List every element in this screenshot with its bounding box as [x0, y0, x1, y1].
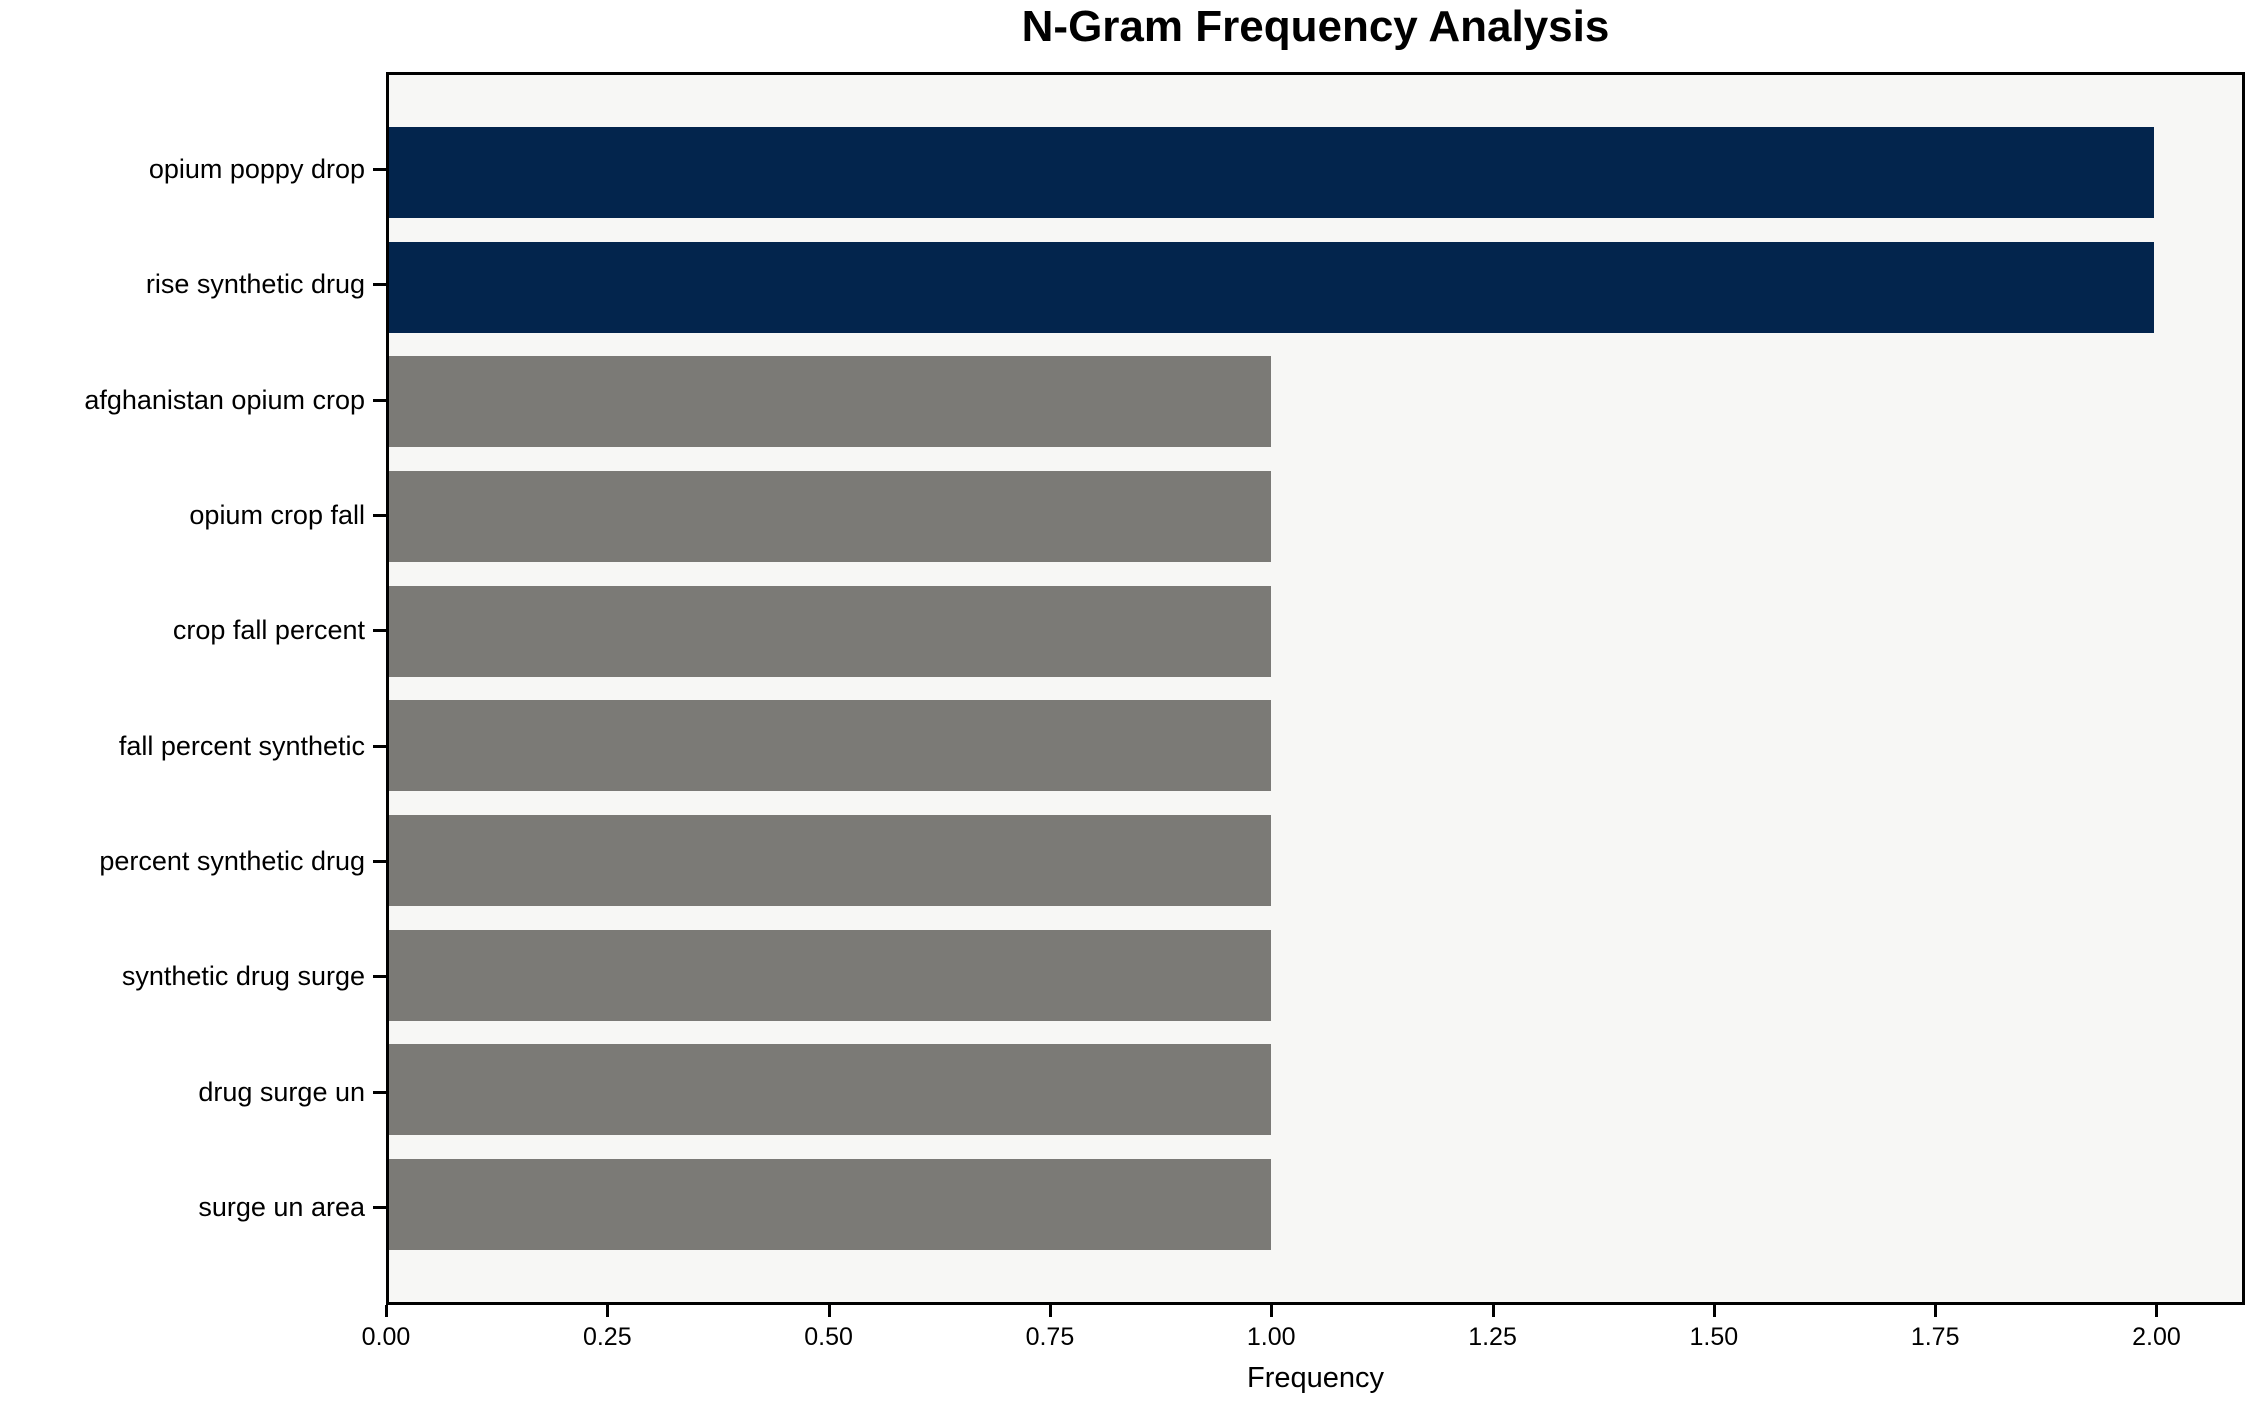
y-tick-mark: [373, 1090, 386, 1094]
x-tick-mark: [1048, 1305, 1052, 1317]
x-tick-mark: [1491, 1305, 1495, 1317]
bar-row: [389, 241, 2242, 333]
y-tick-mark: [373, 283, 386, 287]
bar: [389, 470, 1272, 562]
bar: [389, 1044, 1272, 1136]
y-label-row: opium crop fall: [0, 470, 386, 561]
y-tick-label: surge un area: [198, 1191, 365, 1222]
y-tick-mark: [373, 398, 386, 402]
y-tick-mark: [373, 168, 386, 171]
y-tick-mark: [373, 513, 386, 517]
bar: [389, 127, 2154, 218]
x-tick-label: 0.75: [1025, 1323, 1075, 1351]
y-label-row: synthetic drug surge: [0, 931, 386, 1022]
bar-row: [389, 356, 2242, 448]
y-label-row: percent synthetic drug: [0, 816, 386, 907]
x-tick-label: 2.00: [2132, 1323, 2181, 1351]
bar-row: [389, 814, 2242, 906]
y-tick-mark: [373, 629, 386, 633]
y-label-row: afghanistan opium crop: [0, 355, 386, 446]
bar: [389, 241, 2154, 333]
y-tick-label: afghanistan opium crop: [84, 384, 365, 415]
y-tick-label: opium crop fall: [189, 499, 365, 530]
bar-row: [389, 929, 2242, 1021]
x-tick-label: 1.25: [1468, 1323, 1517, 1351]
x-tick-mark: [1270, 1305, 1274, 1317]
bar: [389, 1158, 1272, 1250]
y-tick-mark: [373, 1205, 386, 1209]
bar-row: [389, 127, 2242, 218]
y-label-row: opium poppy drop: [0, 124, 386, 215]
y-label-row: fall percent synthetic: [0, 701, 386, 792]
x-tick-label: 1.00: [1246, 1323, 1296, 1351]
chart-title: N-Gram Frequency Analysis: [1021, 2, 1610, 51]
x-tick-label: 1.75: [1910, 1323, 1960, 1351]
bar: [389, 585, 1272, 677]
bar: [389, 929, 1272, 1021]
x-tick-mark: [385, 1305, 388, 1317]
y-tick-label: rise synthetic drug: [145, 269, 365, 300]
y-label-row: crop fall percent: [0, 585, 386, 676]
bar-row: [389, 1158, 2242, 1250]
bar: [389, 814, 1272, 906]
y-axis-labels: opium poppy drop rise synthetic drug afgha…: [0, 72, 386, 1305]
bar: [389, 356, 1272, 448]
bar-row: [389, 585, 2242, 677]
y-label-row: drug surge un: [0, 1047, 386, 1138]
y-tick-label: synthetic drug surge: [121, 961, 365, 992]
x-tick-label: 0.25: [582, 1323, 632, 1351]
y-tick-label: fall percent synthetic: [118, 730, 365, 761]
y-tick-mark: [373, 975, 386, 979]
x-tick-mark: [2155, 1305, 2159, 1317]
x-tick-label: 1.50: [1689, 1323, 1739, 1351]
x-tick-label: 0.50: [804, 1323, 853, 1351]
y-tick-label: drug surge un: [198, 1076, 365, 1107]
plot-area: [386, 72, 2245, 1305]
bar-row: [389, 1044, 2242, 1136]
x-tick-mark: [1712, 1305, 1716, 1317]
y-label-row: rise synthetic drug: [0, 239, 386, 330]
x-tick-mark: [606, 1305, 610, 1317]
y-label-row: surge un area: [0, 1162, 386, 1253]
y-tick-label: percent synthetic drug: [99, 845, 365, 876]
x-axis-title: Frequency: [1246, 1362, 1384, 1394]
x-tick-label: 0.00: [361, 1323, 411, 1351]
y-tick-label: crop fall percent: [172, 615, 365, 646]
x-tick-mark: [827, 1305, 831, 1317]
x-tick-mark: [1934, 1305, 1938, 1317]
y-tick-mark: [373, 744, 386, 748]
y-tick-label: opium poppy drop: [148, 154, 365, 184]
x-axis: 0.00 0.25 0.50 0.75 1.00 1.25 1.50 1.75 2.00: [362, 1305, 2245, 1375]
y-tick-mark: [373, 859, 386, 863]
bar-row: [389, 470, 2242, 562]
bars: [389, 75, 2242, 1302]
bar: [389, 700, 1272, 792]
bar-row: [389, 700, 2242, 792]
